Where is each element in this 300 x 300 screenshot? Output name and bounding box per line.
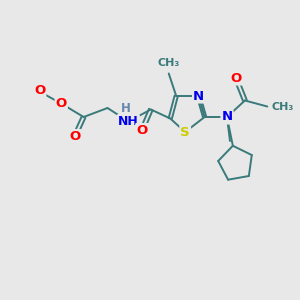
Text: O: O [136,124,148,137]
Text: S: S [180,125,190,139]
Text: N: N [193,89,204,103]
Text: CH₃: CH₃ [272,101,294,112]
Text: O: O [69,130,80,143]
Text: NH: NH [118,115,139,128]
Text: O: O [230,71,242,85]
Text: H: H [121,102,130,116]
Text: N: N [221,110,233,124]
Text: O: O [34,84,45,98]
Text: O: O [56,97,67,110]
Text: CH₃: CH₃ [158,58,180,68]
